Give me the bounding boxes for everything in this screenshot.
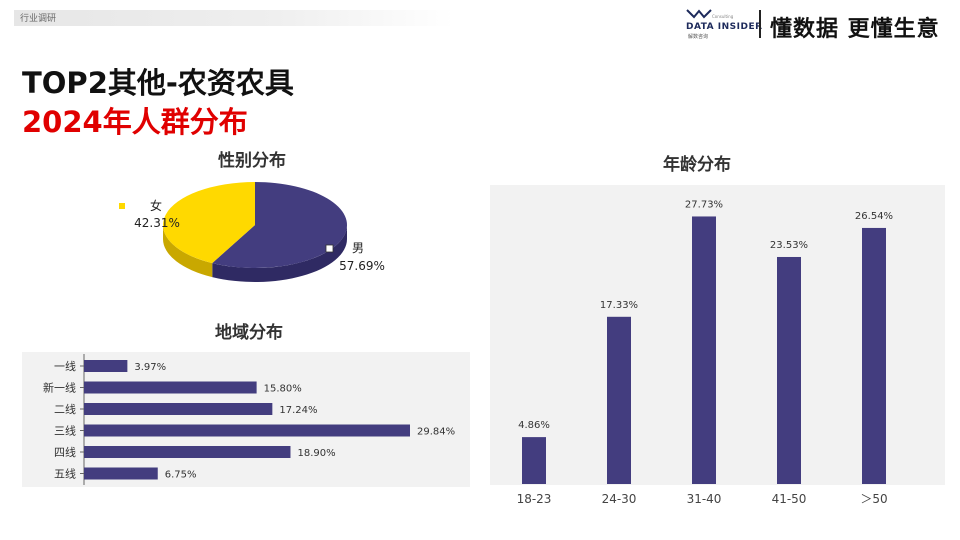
gender-chart-title: 性别分布 — [218, 151, 286, 171]
region-bar-chart: 一线 3.97% 新一线 15.80% 二线 17.24% 三线 29.84% 四线 18.90%… — [43, 354, 455, 485]
region-tick-label: 一线 — [54, 359, 76, 373]
region-data-label: 17.24% — [279, 405, 317, 416]
female-label: 女 — [150, 198, 162, 213]
region-data-label: 15.80% — [264, 384, 302, 395]
region-tick-label: 四线 — [54, 445, 76, 459]
male-value: 57.69% — [339, 259, 385, 273]
age-tick-label: 31-40 — [687, 492, 722, 506]
pie-female-side — [163, 225, 213, 278]
logo-small-text: Consulting — [712, 14, 734, 19]
gender-pie-chart: 男 57.69% 女 42.31% — [119, 182, 385, 282]
logo-icon — [686, 9, 712, 19]
slogan: 懂数据 更懂生意 — [770, 17, 940, 42]
region-bar — [84, 360, 128, 372]
region-tick-label: 二线 — [54, 402, 76, 416]
header-tag: 行业调研 — [20, 14, 57, 24]
female-legend-marker — [119, 203, 125, 209]
pie-male-side — [212, 225, 347, 282]
age-tick-label: 24-30 — [602, 492, 637, 506]
age-bar — [862, 227, 886, 484]
age-bar — [777, 256, 801, 484]
age-tick-label: ＞50 — [860, 492, 887, 506]
region-data-label: 18.90% — [297, 448, 335, 459]
female-value: 42.31% — [134, 216, 180, 230]
logo-text: DATA INSIDER — [686, 22, 763, 32]
logo-divider — [759, 10, 761, 38]
age-data-label: 4.86% — [518, 420, 550, 431]
age-data-label: 26.54% — [855, 211, 893, 222]
region-chart-title: 地域分布 — [215, 323, 283, 343]
age-data-label: 17.33% — [600, 300, 638, 311]
region-data-label: 6.75% — [165, 470, 197, 481]
region-tick-label: 三线 — [54, 424, 76, 438]
age-tick-label: 18-23 — [517, 492, 552, 506]
age-data-label: 23.53% — [770, 240, 808, 251]
pie-slice-female — [162, 182, 255, 264]
region-data-label: 29.84% — [417, 427, 455, 438]
age-chart-title: 年龄分布 — [663, 155, 731, 175]
age-bar — [607, 316, 631, 484]
header-tag-bar — [14, 10, 454, 26]
page-title: TOP2其他-农资农具 — [22, 66, 294, 100]
age-bar — [692, 216, 716, 484]
region-tick-label: 新一线 — [43, 381, 76, 395]
region-bar — [84, 446, 291, 458]
age-tick-label: 41-50 — [772, 492, 807, 506]
age-data-label: 27.73% — [685, 199, 723, 210]
pie-slice-male — [212, 182, 347, 268]
region-bar — [84, 381, 257, 394]
age-bar-chart: 4.86% 18-23 17.33% 24-30 27.73% 31-40 23.53% 41… — [517, 199, 894, 506]
age-bar — [522, 437, 546, 484]
region-data-label: 3.97% — [134, 362, 166, 373]
region-bar — [84, 403, 273, 415]
region-chart-panel — [22, 352, 470, 487]
male-legend-marker — [325, 244, 334, 253]
region-tick-label: 五线 — [54, 467, 76, 481]
logo-subtext: 解数咨询 — [688, 34, 709, 40]
region-bar — [84, 424, 410, 437]
male-label: 男 — [352, 241, 364, 255]
page-subtitle: 2024年人群分布 — [22, 105, 248, 139]
region-bar — [84, 467, 158, 480]
